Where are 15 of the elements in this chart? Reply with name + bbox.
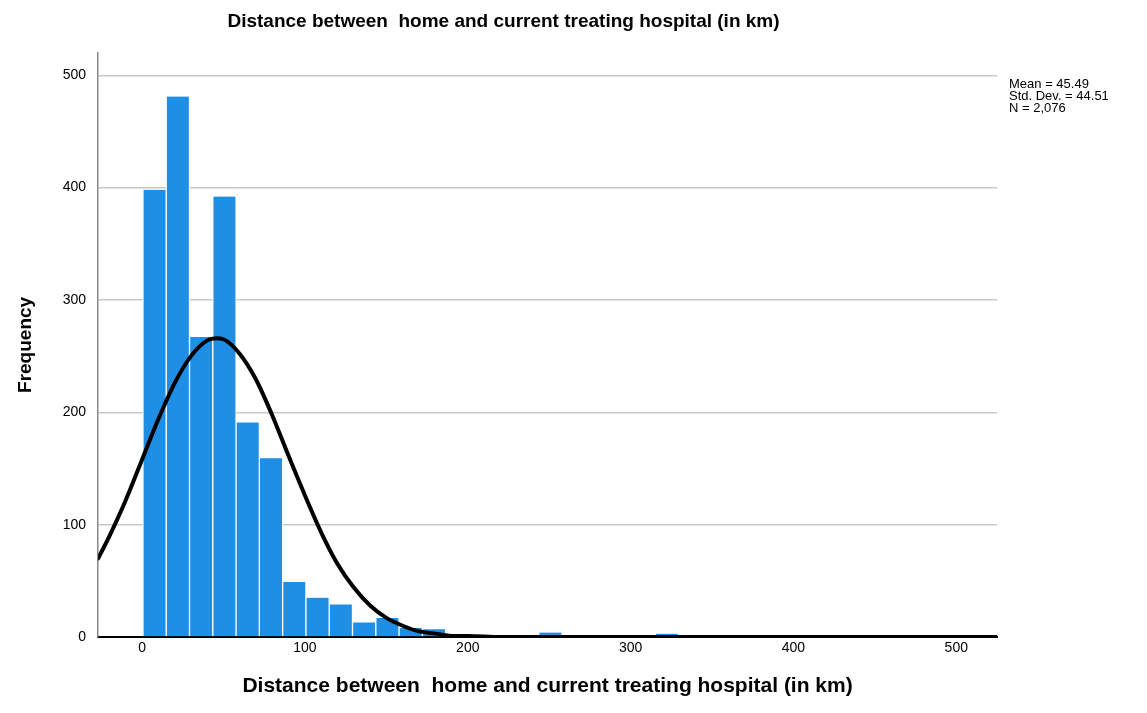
x-axis-title: Distance between home and current treating hospital (in km) bbox=[242, 673, 853, 697]
x-tick-label: 100 bbox=[293, 639, 317, 656]
y-tick-label: 100 bbox=[62, 515, 87, 532]
chart-title: Distance between home and current treating hospital (in km) bbox=[227, 9, 780, 31]
x-tick-label: 0 bbox=[138, 639, 147, 656]
y-axis-title: Frequency bbox=[13, 296, 35, 393]
y-tick-label: 500 bbox=[62, 66, 87, 83]
x-tick-label: 200 bbox=[456, 639, 480, 656]
x-tick-label: 300 bbox=[618, 639, 643, 656]
y-tick-label: 400 bbox=[62, 178, 87, 195]
x-tick-label: 500 bbox=[944, 639, 969, 656]
x-tick-label: 400 bbox=[781, 639, 806, 656]
y-tick-label: 200 bbox=[62, 403, 87, 420]
y-tick-label: 0 bbox=[78, 627, 87, 644]
y-tick-label: 300 bbox=[62, 290, 87, 307]
